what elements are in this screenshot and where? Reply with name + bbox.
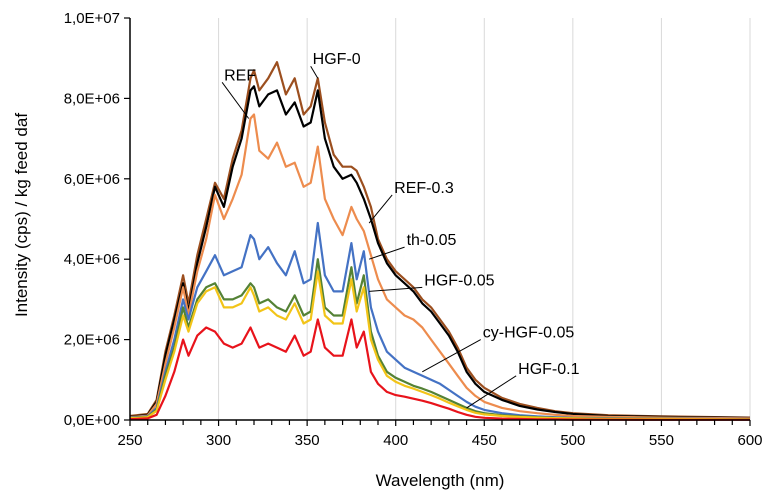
x-tick-label: 600 [737, 432, 762, 449]
y-tick-label: 4,0E+06 [64, 251, 120, 268]
series-callout-label: th-0.05 [407, 232, 457, 249]
x-tick-label: 400 [383, 432, 408, 449]
series-line-hgf-0-1 [129, 318, 750, 421]
annotations: HGF-0 REF REF-0.3 th-0.05 HGF-0.05 cy-HGF-0.0… [221, 51, 580, 409]
series-callout-label: REF-0.3 [394, 180, 454, 197]
callout-leader [422, 339, 481, 373]
callout-leader [368, 194, 393, 224]
series-line-ref-0-3 [129, 113, 751, 420]
series-line-hgf-0-05 [129, 258, 751, 421]
y-tick-label: 1,0E+07 [64, 10, 120, 27]
series-line-ref [129, 85, 751, 420]
x-tick-label: 350 [295, 432, 320, 449]
series-callout-label: HGF-0 [313, 51, 361, 68]
x-tick-label: 550 [649, 432, 674, 449]
y-tick-label: 6,0E+06 [64, 171, 120, 188]
y-tick-label: 0,0E+00 [64, 412, 120, 429]
y-tick-label: 8,0E+06 [64, 90, 120, 107]
series-line-th-0-05 [129, 221, 751, 421]
callout-leader [221, 82, 250, 119]
x-tick-label: 500 [560, 432, 585, 449]
series-callout-label: REF [224, 67, 256, 84]
callout-leader [369, 286, 423, 292]
x-tick-labels: 250 300 350 400 450 500 550 600 [117, 432, 762, 449]
x-tick-label: 300 [206, 432, 231, 449]
y-axis-title: Intensity (cps) / kg feed daf [12, 113, 31, 317]
series-callout-label: cy-HGF-0.05 [483, 325, 575, 342]
y-tick-labels: 0,0E+00 2,0E+06 4,0E+06 6,0E+06 8,0E+06 1,0E+… [64, 10, 120, 429]
axes [124, 17, 751, 426]
series-line-cy-hgf-0-05 [129, 270, 751, 421]
callout-leader [368, 246, 405, 260]
gridlines [218, 18, 751, 420]
x-tick-label: 250 [117, 432, 142, 449]
y-tick-label: 2,0E+06 [64, 332, 120, 349]
series-line-hgf-0 [129, 61, 751, 419]
series-callout-label: HGF-0.1 [518, 361, 579, 378]
x-axis-title: Wavelength (nm) [376, 471, 505, 490]
callout-leader [310, 65, 319, 79]
series-callout-label: HGF-0.05 [424, 272, 494, 289]
callout-leader [466, 375, 517, 409]
x-tick-label: 450 [472, 432, 497, 449]
series-lines [129, 61, 751, 421]
